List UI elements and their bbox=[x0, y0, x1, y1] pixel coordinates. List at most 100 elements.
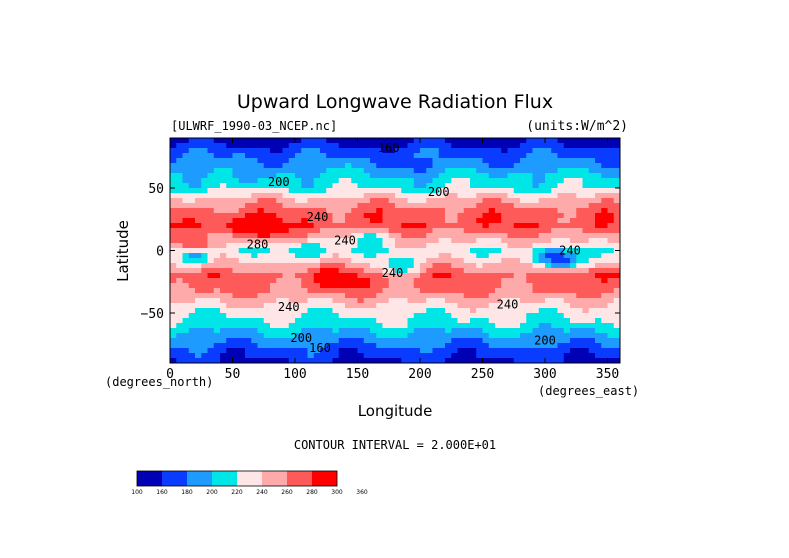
field-cell bbox=[370, 313, 377, 319]
field-cell bbox=[195, 148, 202, 154]
field-cell bbox=[238, 138, 246, 144]
field-cell bbox=[226, 198, 234, 204]
field-cell bbox=[170, 358, 177, 363]
field-cell bbox=[232, 328, 240, 334]
field-cell bbox=[595, 188, 602, 194]
field-cell bbox=[513, 268, 521, 274]
field-cell bbox=[182, 328, 190, 334]
field-cell bbox=[301, 353, 309, 359]
field-cell bbox=[607, 298, 615, 304]
field-cell bbox=[176, 293, 184, 299]
field-cell bbox=[226, 293, 234, 299]
field-cell bbox=[576, 258, 584, 264]
field-cell bbox=[570, 333, 577, 339]
field-cell bbox=[263, 138, 271, 144]
field-cell bbox=[251, 153, 259, 159]
field-cell bbox=[545, 268, 552, 274]
y-units: (degrees_north) bbox=[105, 375, 213, 389]
field-cell bbox=[438, 188, 446, 194]
field-cell bbox=[326, 168, 334, 174]
field-cell bbox=[488, 183, 496, 189]
units-label: (units:W/m^2) bbox=[526, 119, 628, 134]
field-cell bbox=[426, 318, 434, 324]
field-cell bbox=[370, 153, 377, 159]
field-cell bbox=[238, 323, 246, 329]
field-cell bbox=[513, 243, 521, 249]
contour-label: 240 bbox=[334, 234, 356, 248]
field-cell bbox=[382, 148, 390, 154]
field-cell bbox=[507, 173, 515, 179]
field-cell bbox=[501, 288, 509, 294]
field-cell bbox=[538, 233, 546, 239]
field-cell bbox=[338, 273, 346, 279]
field-cell bbox=[301, 243, 309, 249]
field-cell bbox=[295, 343, 302, 349]
field-cell bbox=[320, 323, 327, 329]
field-cell bbox=[395, 158, 402, 164]
field-cell bbox=[320, 313, 327, 319]
field-cell bbox=[551, 278, 559, 284]
field-cell bbox=[188, 183, 196, 189]
field-cell bbox=[482, 348, 490, 354]
field-cell bbox=[420, 328, 427, 334]
field-cell bbox=[613, 348, 620, 354]
field-cell bbox=[495, 283, 502, 289]
field-cell bbox=[263, 253, 271, 259]
field-cell bbox=[176, 348, 184, 354]
field-cell bbox=[582, 323, 590, 329]
field-cell bbox=[201, 143, 209, 149]
colorbar: 100 160 180 200 220 240 260 280 300 360 bbox=[131, 470, 368, 496]
field-cell bbox=[557, 243, 565, 249]
field-cell bbox=[220, 188, 227, 194]
field-cell bbox=[520, 288, 527, 294]
field-cell bbox=[345, 138, 352, 144]
field-cell bbox=[413, 168, 421, 174]
field-cell bbox=[288, 318, 296, 324]
field-cell bbox=[526, 193, 534, 199]
field-cell bbox=[457, 283, 465, 289]
field-cell bbox=[201, 158, 209, 164]
field-cell bbox=[470, 348, 477, 354]
field-cell bbox=[245, 148, 252, 154]
field-cell bbox=[538, 188, 546, 194]
field-cell bbox=[595, 138, 602, 144]
field-cell bbox=[338, 283, 346, 289]
field-cell bbox=[245, 178, 252, 184]
field-cell bbox=[551, 283, 559, 289]
field-cell bbox=[595, 223, 602, 229]
field-cell bbox=[532, 303, 540, 309]
field-cell bbox=[501, 293, 509, 299]
field-cell bbox=[276, 193, 284, 199]
field-cell bbox=[213, 343, 221, 349]
field-cell bbox=[326, 193, 334, 199]
field-cell bbox=[445, 208, 452, 214]
field-cell bbox=[488, 303, 496, 309]
field-cell bbox=[438, 208, 446, 214]
y-tick-label: −50 bbox=[141, 307, 164, 322]
field-cell bbox=[338, 333, 346, 339]
field-cell bbox=[413, 238, 421, 244]
field-cell bbox=[188, 263, 196, 269]
field-cell bbox=[313, 198, 321, 204]
field-cell bbox=[188, 153, 196, 159]
field-cell bbox=[345, 268, 352, 274]
field-cell bbox=[488, 338, 496, 344]
field-cell bbox=[601, 213, 609, 219]
field-cell bbox=[201, 263, 209, 269]
field-cell bbox=[188, 233, 196, 239]
field-cell bbox=[401, 283, 409, 289]
field-cell bbox=[376, 343, 384, 349]
field-cell bbox=[613, 138, 620, 144]
field-cell bbox=[257, 328, 265, 334]
field-cell bbox=[551, 228, 559, 234]
field-cell bbox=[407, 183, 415, 189]
field-cell bbox=[226, 283, 234, 289]
field-cell bbox=[507, 293, 515, 299]
field-cell bbox=[545, 293, 552, 299]
field-cell bbox=[188, 253, 196, 259]
field-cell bbox=[320, 193, 327, 199]
field-cell bbox=[413, 208, 421, 214]
field-cell bbox=[413, 343, 421, 349]
field-cell bbox=[495, 153, 502, 159]
field-cell bbox=[551, 213, 559, 219]
